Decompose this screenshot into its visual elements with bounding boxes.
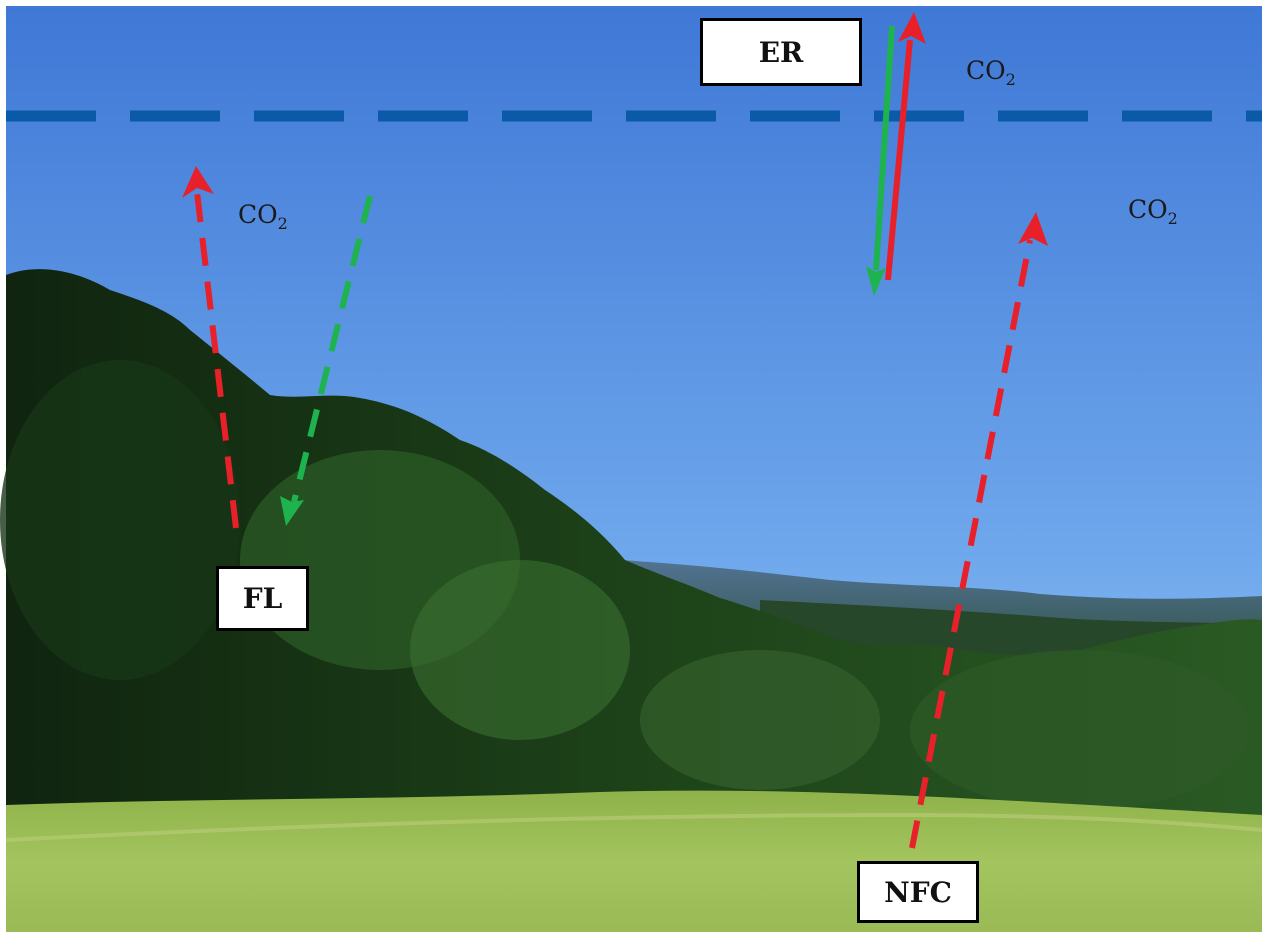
foliage-clump [910,650,1250,810]
meadow-path [5,812,1263,842]
nfc-label: NFC [857,861,979,923]
foliage-clump [640,650,880,790]
nfc-emission-arrow [909,239,1033,849]
co2-right-label: CO2 [1128,195,1178,228]
co2-top-right-base: CO [966,56,1006,85]
co2-top-right-label: CO2 [966,56,1016,89]
foliage-clump [0,360,240,680]
nfc-emission-arrowhead [1018,212,1048,246]
co2-left-label: CO2 [238,200,288,233]
er-label: ER [700,18,862,86]
fl-uptake-arrow [291,195,373,503]
er-emission-arrow [885,39,913,281]
er-emission-arrowhead [898,12,926,44]
nfc-label-text: NFC [884,875,952,909]
fl-uptake-arrowhead [280,496,304,526]
grass-meadow [6,790,1262,932]
foliage-clump [410,560,630,740]
er-uptake-arrow [873,25,895,271]
fl-label: FL [216,566,309,631]
er-uptake-arrowhead [866,266,886,296]
fl-emission-arrow [194,191,239,529]
fl-label-text: FL [242,582,283,615]
er-label-text: ER [758,35,804,69]
co2-right-sub: 2 [1167,209,1178,228]
fl-emission-arrowhead [182,166,214,198]
co2-left-sub: 2 [277,214,288,233]
co2-top-right-sub: 2 [1005,70,1016,89]
co2-left-base: CO [238,200,278,229]
co2-right-base: CO [1128,195,1168,224]
